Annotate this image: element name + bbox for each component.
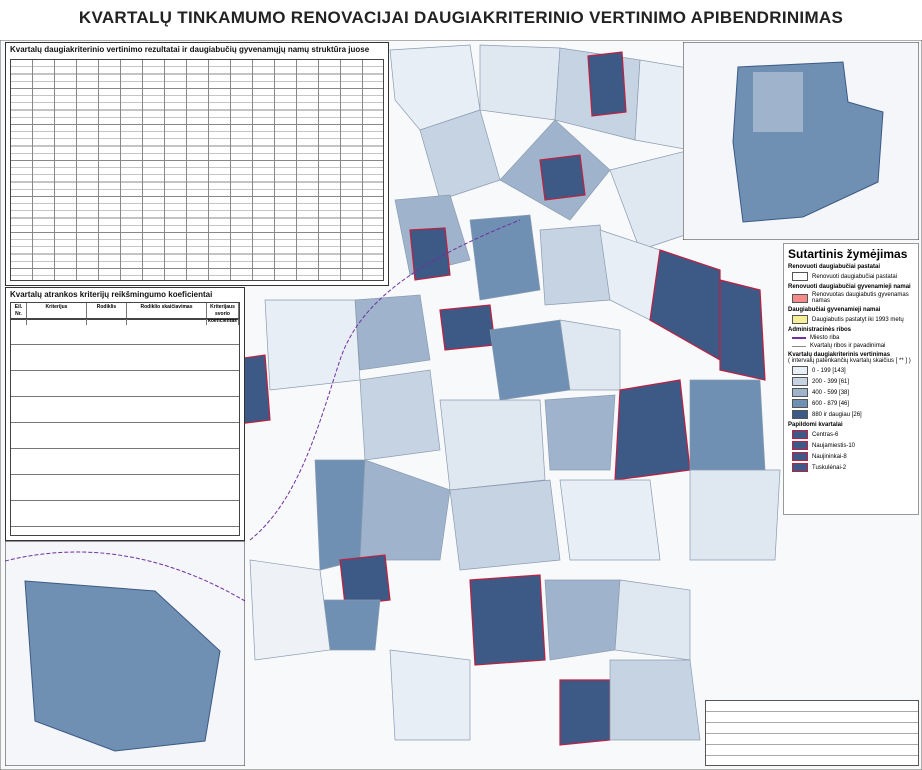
legend-heading: Renovuoti daugiabučiai pastatai [788, 264, 881, 270]
legend-swatch [792, 452, 808, 461]
legend-item: Kvartalų ribos ir pavadinimai [792, 343, 914, 349]
title-block [705, 700, 919, 766]
legend-label: 600 - 879 [46] [812, 400, 850, 407]
legend-swatch [792, 410, 808, 419]
legend-swatch [792, 377, 808, 386]
legend-label: Naujininkai-8 [812, 453, 847, 460]
legend-item: 880 ir daugiau [26] [792, 410, 914, 419]
table-grid [10, 318, 240, 536]
column-header: Rodiklio skaičiavimas [127, 303, 207, 325]
legend-label: 0 - 199 [143] [812, 367, 846, 374]
legend-item: Renovuoti daugiabučiai pastatai [792, 272, 914, 281]
legend-label: 200 - 399 [61] [812, 378, 850, 385]
legend-item: Naujamiestis-10 [792, 441, 914, 450]
legend-swatch [792, 366, 808, 375]
legend-label: Tuskulėnai-2 [812, 464, 847, 471]
legend-item: Centras-6 [792, 430, 914, 439]
legend-subheading: ( intervalų patenkančių kvartalų skaičiu… [788, 358, 911, 364]
legend-label: Renovuoti daugiabučiai pastatai [812, 273, 898, 280]
legend-item: 600 - 879 [46] [792, 399, 914, 408]
legend-label: Centras-6 [812, 431, 839, 438]
legend-item: 400 - 599 [38] [792, 388, 914, 397]
results-table: Kvartalų daugiakriterinio vertinimo rezu… [5, 42, 389, 286]
legend-title: Sutartinis žymėjimas [788, 247, 908, 261]
legend-heading: Administracinės ribos [788, 327, 852, 333]
legend-item: 0 - 199 [143] [792, 366, 914, 375]
legend-swatch [792, 463, 808, 472]
legend-label: 880 ir daugiau [26] [812, 411, 862, 418]
criteria-table: Kvartalų atrankos kriterijų reikšmingumo… [5, 287, 245, 541]
legend-item: Tuskulėnai-2 [792, 463, 914, 472]
legend: Sutartinis žymėjimas Renovuoti daugiabuč… [783, 243, 919, 515]
legend-label: Renovuotas daugiabutis gyvenamas namas [812, 292, 909, 304]
legend-extras: Centras-6 Naujamiestis-10 Naujininkai-8 Tus… [788, 430, 914, 472]
legend-item: Naujininkai-8 [792, 452, 914, 461]
legend-label: Daugiabutis pastatyt iki 1993 metų [812, 316, 904, 323]
column-header: Kriterijus [27, 303, 87, 325]
legend-item: Miesto riba [792, 335, 914, 341]
inset-map [5, 541, 245, 766]
column-header: Rodiklis [87, 303, 127, 325]
legend-classes: 0 - 199 [143] 200 - 399 [61] 400 - 599 [38… [788, 366, 914, 419]
legend-label: Kvartalų ribos ir pavadinimai [810, 343, 886, 349]
blocks [229, 44, 781, 746]
legend-item: Daugiabutis pastatyt iki 1993 metų [792, 315, 914, 324]
legend-label: 400 - 599 [38] [812, 389, 850, 396]
legend-heading: Daugiabučiai gyvenamieji namai [788, 307, 881, 313]
legend-heading: Kvartalų daugiakriterinis vertinimas [788, 352, 891, 358]
legend-item: Renovuotas daugiabutis gyvenamas namas [792, 292, 914, 304]
legend-item: 200 - 399 [61] [792, 377, 914, 386]
table-title: Kvartalų atrankos kriterijų reikšmingumo… [10, 290, 213, 299]
table-grid [10, 59, 384, 281]
legend-label: Miesto riba [810, 335, 840, 341]
legend-label: Naujamiestis-10 [812, 442, 856, 449]
legend-swatch [792, 399, 808, 408]
page-title: KVARTALŲ TINKAMUMO RENOVACIJAI DAUGIAKRI… [78, 8, 844, 27]
city-border [249, 219, 521, 541]
legend-heading: Papildomi kvartalai [788, 422, 843, 428]
column-header: Eil. Nr. [11, 303, 27, 325]
table-title: Kvartalų daugiakriterinio vertinimo rezu… [10, 45, 370, 54]
legend-heading: Renovuoti daugiabučiai gyvenamieji namai [788, 284, 911, 290]
legend-swatch [792, 441, 808, 450]
legend-swatch [792, 388, 808, 397]
legend-swatch [792, 430, 808, 439]
inset-map [683, 42, 919, 240]
